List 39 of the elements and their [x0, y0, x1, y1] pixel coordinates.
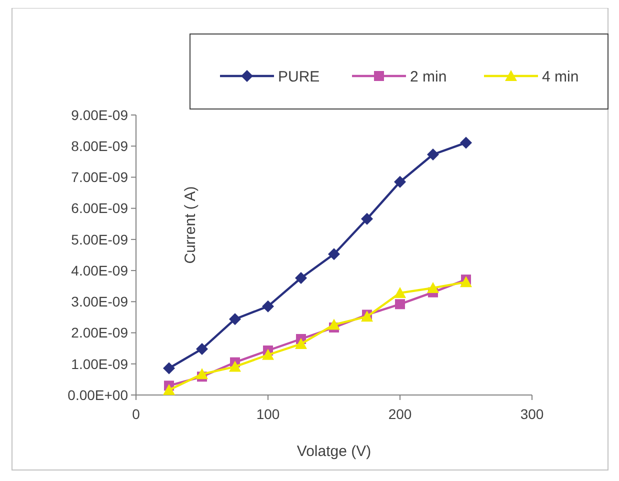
point — [328, 318, 340, 330]
point — [394, 176, 406, 188]
point — [229, 360, 241, 372]
legend-label: 4 min — [542, 68, 579, 86]
y-tick-label: 3.00E-09 — [71, 294, 128, 310]
y-tick-label: 1.00E-09 — [71, 356, 128, 372]
point — [394, 286, 406, 298]
y-tick-label: 8.00E-09 — [71, 138, 128, 154]
y-tick-label: 5.00E-09 — [71, 231, 128, 248]
y-tick-label: 7.00E-09 — [71, 169, 128, 186]
point — [262, 300, 274, 312]
point — [295, 272, 307, 284]
x-tick-label: 200 — [388, 406, 412, 422]
y-tick-label: 0.00E+00 — [68, 386, 128, 403]
x-tick-label: 300 — [520, 406, 544, 422]
point — [163, 384, 175, 396]
point — [427, 148, 439, 161]
point — [460, 136, 472, 149]
legend-label: PURE — [278, 68, 320, 86]
point — [328, 248, 340, 260]
point — [262, 348, 274, 360]
y-tick-label: 6.00E-09 — [71, 200, 128, 216]
point — [196, 368, 208, 380]
point — [196, 342, 208, 355]
x-tick-label: 0 — [132, 406, 140, 422]
x-axis-title: Volatge (V) — [296, 443, 372, 460]
point — [295, 338, 307, 349]
y-axis-title: Current ( A) — [182, 186, 199, 264]
y-tick-label: 9.00E-09 — [71, 106, 128, 123]
point — [361, 212, 373, 225]
y-tick-label: 4.00E-09 — [71, 262, 128, 278]
x-tick-label: 100 — [256, 406, 280, 422]
legend-label: 2 min — [410, 68, 447, 86]
y-tick-label: 2.00E-09 — [71, 324, 128, 341]
point — [460, 276, 472, 288]
point — [163, 362, 175, 374]
point — [427, 282, 439, 293]
point — [229, 313, 241, 326]
point — [395, 299, 405, 310]
